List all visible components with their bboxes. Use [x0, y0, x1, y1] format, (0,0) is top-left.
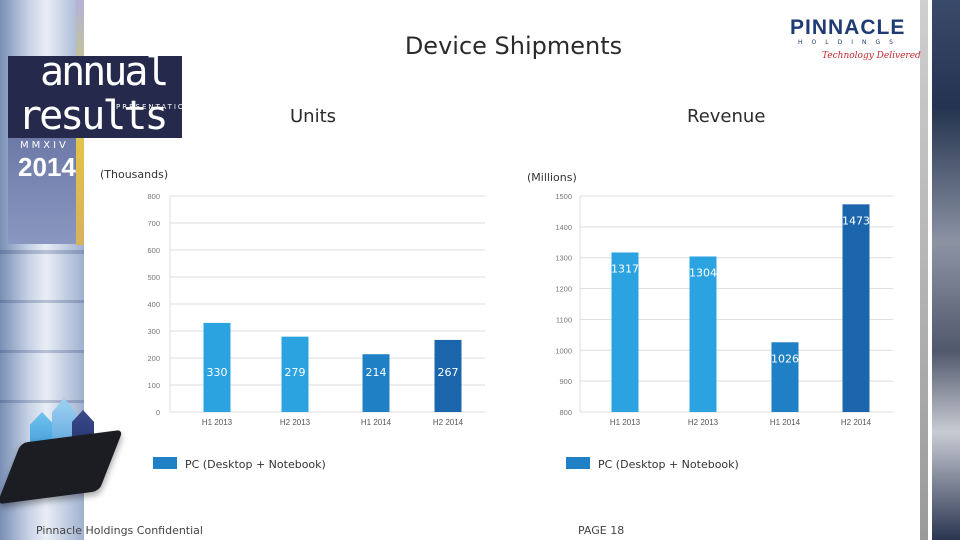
revenue-unit-label: (Millions): [527, 171, 577, 184]
units-x-tick-label: H2 2013: [280, 418, 311, 427]
logo-word-annual: annual: [40, 49, 169, 95]
revenue-y-tick-label: 800: [559, 408, 572, 417]
brand-logo-sub: HOLDINGS: [798, 39, 902, 46]
revenue-bar: [771, 342, 799, 412]
units-y-tick-label: 0: [156, 408, 160, 417]
units-chart-title: Units: [290, 106, 337, 127]
units-bar: [362, 354, 390, 412]
units-bar-value-label: 279: [285, 366, 306, 379]
revenue-x-tick-label: H1 2014: [770, 418, 801, 427]
units-y-tick-label: 700: [147, 219, 160, 228]
logo-year: 2014: [18, 152, 76, 182]
revenue-bar: [842, 204, 870, 412]
footer-page-number: PAGE 18: [578, 524, 625, 537]
units-y-tick-label: 400: [147, 300, 160, 309]
revenue-legend-swatch: [566, 457, 590, 469]
logo-lower-panel: [8, 138, 76, 244]
units-x-tick-label: H1 2013: [202, 418, 233, 427]
units-unit-label: (Thousands): [100, 168, 168, 181]
revenue-y-tick-label: 1100: [556, 315, 572, 324]
units-legend-swatch: [153, 457, 177, 469]
right-divider: [920, 0, 928, 540]
revenue-bar-value-label: 1473: [842, 214, 870, 227]
revenue-bar-value-label: 1317: [611, 262, 639, 275]
revenue-bar: [611, 252, 639, 412]
revenue-bar-value-label: 1304: [689, 266, 717, 279]
logo-word-results: results: [18, 93, 169, 139]
annual-results-logo: [8, 56, 182, 138]
units-y-tick-label: 300: [147, 327, 160, 336]
revenue-y-tick-label: 1500: [555, 192, 572, 201]
right-decorative-strip: [932, 0, 960, 540]
revenue-bar-value-label: 1026: [771, 352, 799, 365]
revenue-x-tick-label: H2 2013: [688, 418, 719, 427]
brand-tagline: Technology Delivered: [822, 51, 921, 61]
revenue-y-tick-label: 900: [559, 377, 572, 386]
units-y-tick-label: 800: [147, 192, 160, 201]
revenue-x-tick-label: H1 2013: [610, 418, 641, 427]
revenue-y-tick-label: 1000: [555, 346, 572, 355]
units-bar: [434, 339, 462, 412]
units-bar-value-label: 267: [438, 366, 459, 379]
revenue-x-tick-label: H2 2014: [841, 418, 872, 427]
units-y-tick-label: 600: [147, 246, 160, 255]
units-y-tick-label: 100: [147, 381, 160, 390]
logo-roman-year: MMXIV: [20, 140, 69, 151]
logo-word-presentation: PRESENTATION: [116, 103, 193, 111]
units-bar: [281, 336, 309, 412]
brand-logo-name: PINNACLE: [790, 16, 906, 39]
page-title: Device Shipments: [404, 32, 623, 60]
revenue-y-tick-label: 1300: [555, 254, 572, 263]
units-y-tick-label: 500: [147, 273, 160, 282]
units-bar: [203, 322, 231, 412]
revenue-y-tick-label: 1400: [555, 223, 572, 232]
footer-confidential: Pinnacle Holdings Confidential: [36, 524, 203, 537]
units-x-tick-label: H1 2014: [361, 418, 392, 427]
revenue-bar: [689, 256, 717, 412]
units-bar-value-label: 214: [366, 366, 387, 379]
revenue-y-tick-label: 1200: [555, 285, 572, 294]
revenue-legend-label: PC (Desktop + Notebook): [598, 458, 739, 471]
units-legend-label: PC (Desktop + Notebook): [185, 458, 326, 471]
units-x-tick-label: H2 2014: [433, 418, 464, 427]
revenue-chart-title: Revenue: [687, 106, 766, 127]
units-bar-value-label: 330: [207, 366, 228, 379]
units-y-tick-label: 200: [147, 354, 160, 363]
